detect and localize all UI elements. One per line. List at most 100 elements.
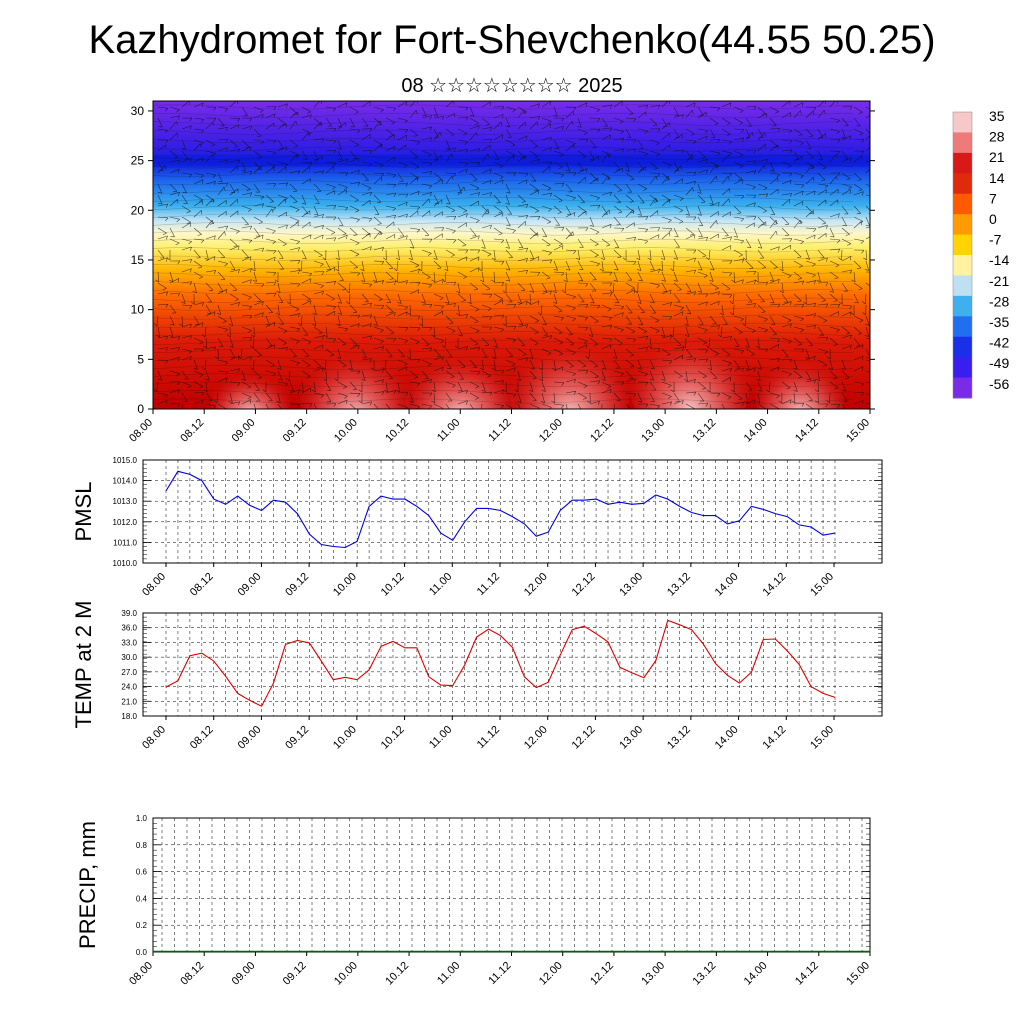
wind-barb bbox=[157, 117, 163, 128]
wind-barb bbox=[505, 304, 517, 306]
wind-barb-flag bbox=[187, 385, 192, 389]
wind-barb bbox=[445, 128, 455, 136]
wind-barb bbox=[817, 150, 823, 160]
wind-barb-flag bbox=[486, 288, 491, 291]
wind-barb-flag bbox=[650, 269, 655, 271]
wind-barb bbox=[817, 370, 820, 381]
wind-barb bbox=[205, 180, 216, 185]
wind-barb bbox=[841, 403, 846, 409]
wind-barb bbox=[733, 161, 744, 167]
wind-barb-flag bbox=[284, 198, 286, 203]
wind-barb bbox=[433, 116, 444, 119]
wind-barb bbox=[169, 402, 181, 405]
wind-barb bbox=[433, 199, 442, 207]
wind-barb-flag bbox=[813, 313, 816, 318]
wind-barb-flag bbox=[590, 302, 595, 304]
wind-barb bbox=[157, 303, 169, 306]
wind-barb-flag bbox=[547, 121, 552, 124]
wind-barb-flag bbox=[389, 278, 394, 280]
wind-barb-flag bbox=[705, 345, 710, 349]
wind-barb-flag bbox=[203, 345, 207, 349]
wind-barb bbox=[229, 282, 238, 291]
wind-barb-flag bbox=[607, 175, 610, 180]
wind-barb-flag bbox=[525, 247, 529, 252]
wind-barb-flag bbox=[511, 144, 515, 147]
wind-barb bbox=[277, 146, 288, 152]
wind-barb bbox=[673, 370, 683, 377]
wind-barb bbox=[193, 227, 202, 235]
wind-barb bbox=[229, 260, 236, 270]
wind-barb-flag bbox=[320, 122, 323, 127]
wind-barb bbox=[697, 159, 708, 163]
contour-line bbox=[153, 373, 854, 379]
wind-barb-flag bbox=[296, 154, 298, 159]
wind-barb bbox=[841, 359, 846, 370]
wind-barb-flag bbox=[346, 399, 348, 404]
wind-barb-flag bbox=[657, 128, 661, 133]
wind-barb-flag bbox=[729, 336, 733, 341]
wind-barb-flag bbox=[655, 175, 658, 180]
wind-barb-flag bbox=[352, 311, 357, 314]
wind-barb-flag bbox=[765, 193, 769, 198]
x-tick-label: 13.00 bbox=[617, 724, 645, 752]
wind-barb-flag bbox=[833, 344, 838, 346]
wind-barb-flag bbox=[282, 243, 287, 246]
wind-barb-flag bbox=[593, 365, 598, 368]
wind-barb-flag bbox=[553, 115, 558, 117]
wind-barb bbox=[613, 167, 623, 174]
wind-barb bbox=[601, 223, 612, 229]
wind-barb bbox=[721, 367, 732, 372]
wind-barb bbox=[565, 212, 576, 218]
wind-barb-flag bbox=[431, 279, 436, 283]
wind-barb bbox=[853, 205, 862, 214]
wind-barb bbox=[385, 221, 395, 229]
wind-barb-flag bbox=[752, 132, 754, 137]
wind-barb-flag bbox=[190, 246, 192, 251]
wind-barb bbox=[157, 227, 167, 234]
wind-barb-flag bbox=[380, 329, 384, 333]
wind-barb bbox=[577, 260, 584, 270]
wind-barb bbox=[277, 103, 288, 108]
wind-barb bbox=[721, 359, 732, 364]
wind-barb-flag bbox=[685, 335, 689, 337]
wind-barb-flag bbox=[466, 169, 468, 174]
wind-barb bbox=[241, 139, 250, 148]
wind-barb-flag bbox=[859, 133, 864, 136]
wind-barb bbox=[517, 282, 526, 291]
wind-barb-flag bbox=[357, 393, 361, 397]
wind-barb bbox=[577, 293, 585, 302]
wind-barb-flag bbox=[370, 323, 372, 328]
wind-barb bbox=[396, 260, 399, 271]
wind-barb bbox=[685, 370, 688, 381]
wind-barb bbox=[601, 134, 611, 141]
wind-barb-flag bbox=[393, 184, 397, 188]
wind-barb-flag bbox=[669, 228, 673, 233]
wind-barb bbox=[661, 260, 663, 272]
wind-barb-flag bbox=[259, 110, 264, 113]
wind-barb-flag bbox=[617, 190, 622, 192]
wind-barb-flag bbox=[165, 291, 169, 296]
wind-barb bbox=[373, 216, 382, 224]
wind-barb bbox=[301, 132, 309, 141]
wind-barb bbox=[505, 194, 510, 205]
wind-barb-flag bbox=[652, 124, 658, 126]
wind-barb-flag bbox=[846, 332, 851, 335]
wind-barb bbox=[505, 117, 511, 128]
wind-barb-flag bbox=[861, 250, 865, 254]
x-tick-label: 09.00 bbox=[230, 960, 258, 988]
wind-barb-flag bbox=[381, 261, 385, 265]
wind-barb-flag bbox=[608, 317, 613, 321]
wind-barb-flag bbox=[850, 157, 852, 162]
wind-barb-flag bbox=[644, 229, 649, 233]
wind-barb-flag bbox=[165, 347, 169, 352]
wind-barb bbox=[577, 238, 584, 248]
wind-barb-flag bbox=[653, 168, 658, 170]
wind-barb-flag bbox=[729, 236, 733, 241]
wind-barb-flag bbox=[805, 258, 810, 260]
wind-barb-flag bbox=[847, 243, 851, 246]
wind-barb-flag bbox=[487, 253, 492, 257]
wind-barb-flag bbox=[226, 377, 228, 382]
wind-barb-flag bbox=[669, 360, 673, 365]
wind-barb bbox=[529, 359, 535, 370]
